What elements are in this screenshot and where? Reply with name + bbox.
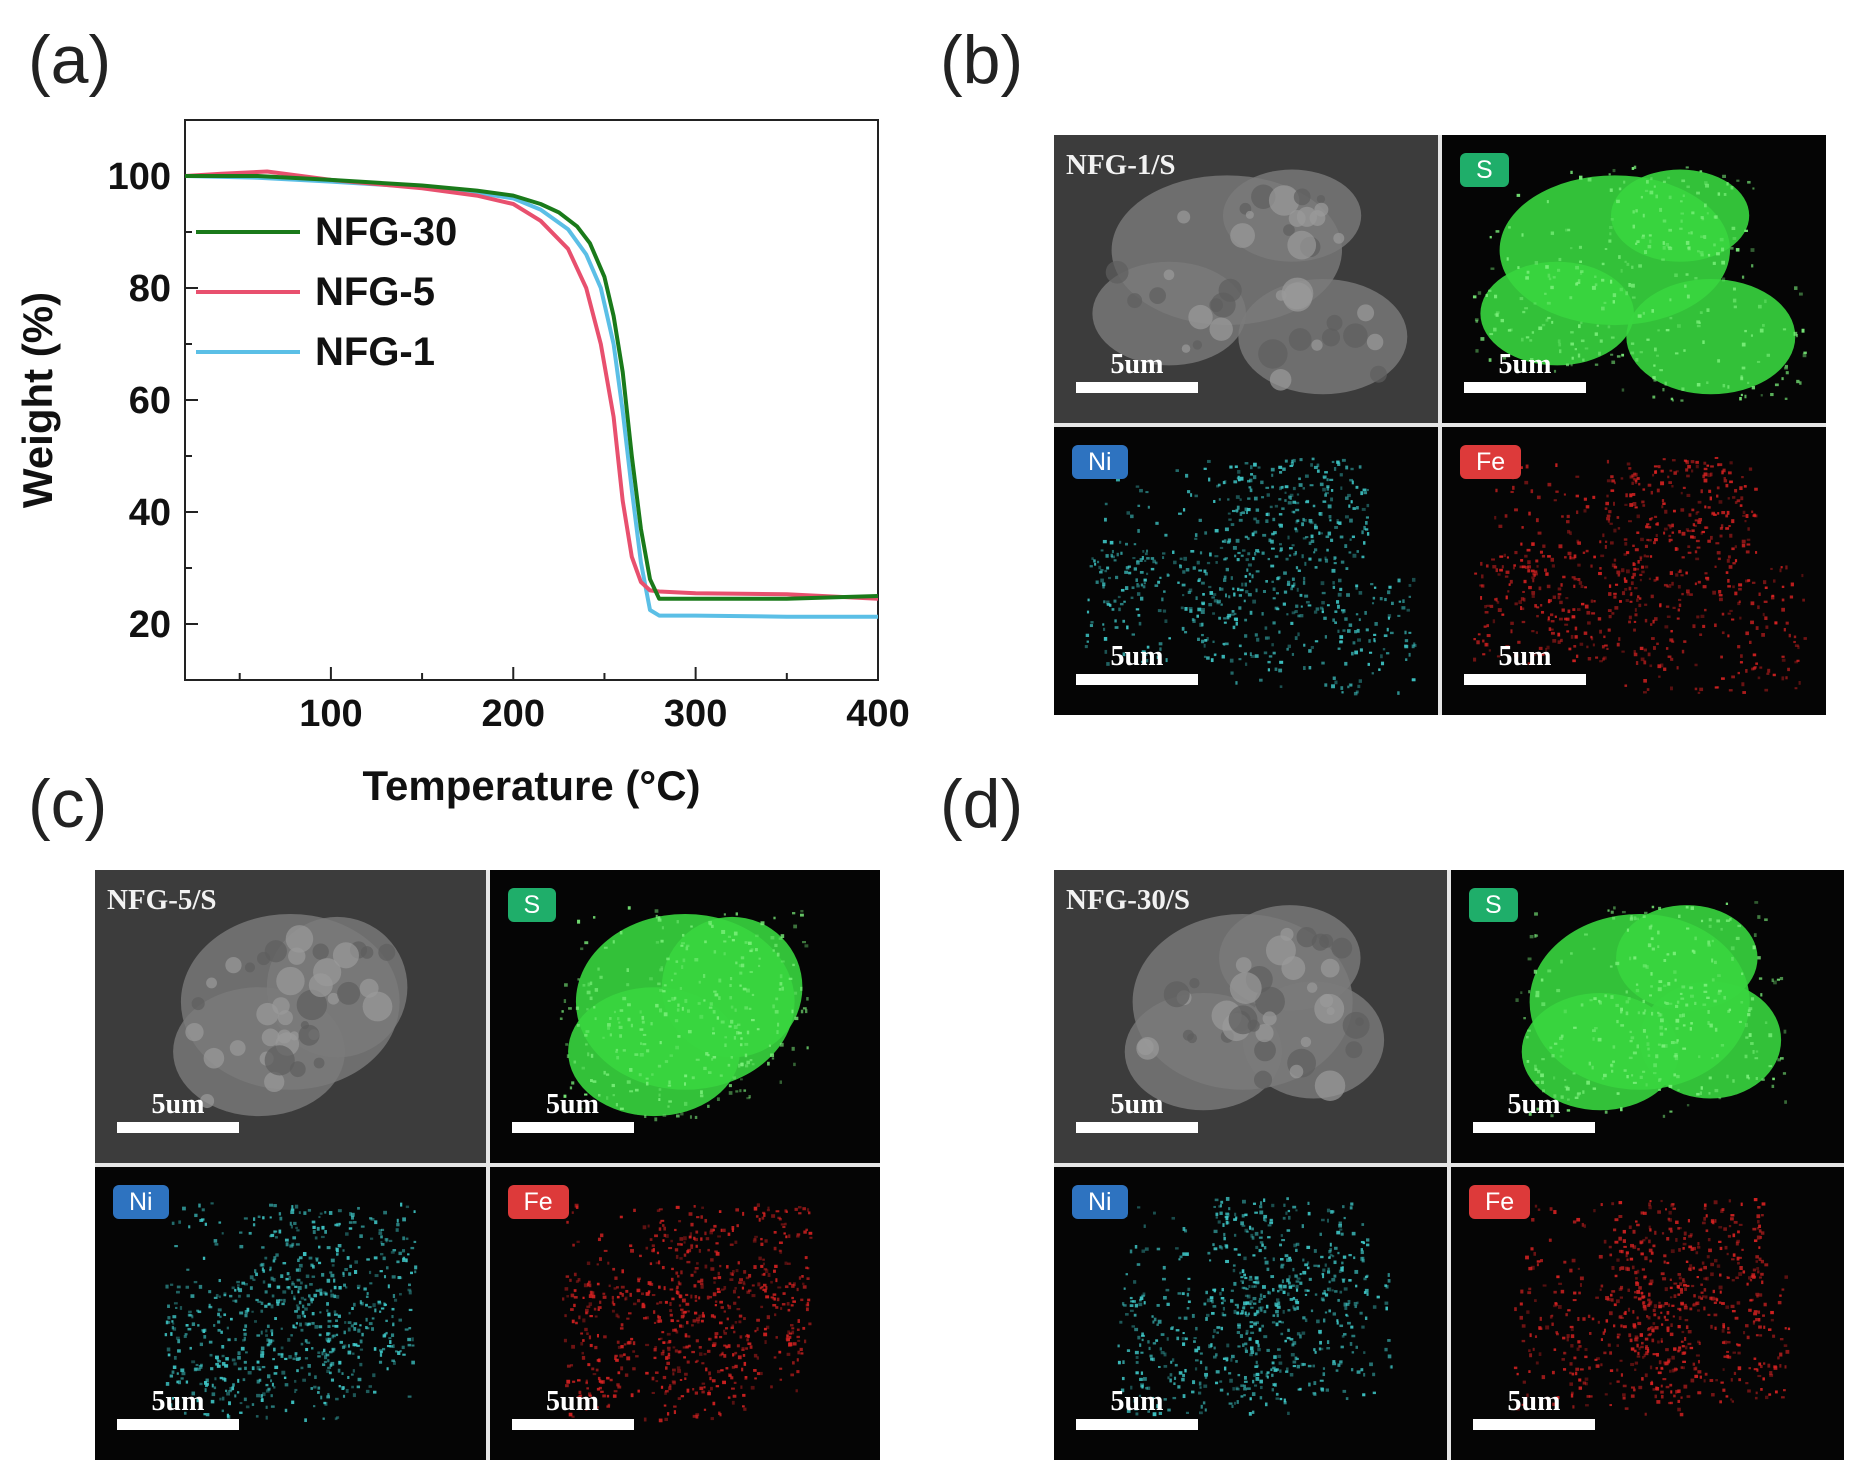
panel-label-d: (d)	[940, 766, 1024, 842]
sem-tile-b-sem: NFG-1/S 5um	[1054, 135, 1438, 423]
scale-bar-label: 5um	[1507, 1386, 1561, 1417]
sem-tile-c-s: S 5um	[489, 870, 880, 1163]
scale-bar-line	[117, 1419, 239, 1430]
element-badge-fe: Fe	[1460, 445, 1522, 479]
x-tick-label: 300	[664, 693, 727, 735]
legend-label-nfg-5: NFG-5	[315, 270, 435, 314]
scale-bar: 5um	[1464, 642, 1586, 685]
legend-label-nfg-30: NFG-30	[315, 210, 457, 254]
legend-label-nfg-1: NFG-1	[315, 330, 435, 374]
scale-bar-line	[511, 1122, 634, 1133]
sem-image	[1515, 901, 1787, 1118]
panel-label-a: (a)	[28, 22, 112, 98]
scale-bar-line	[1464, 382, 1586, 393]
sem-panel-c: NFG-5/S 5um S 5um Ni 5um Fe 5um	[95, 870, 880, 1460]
sem-tile-d-ni: Ni 5um	[1054, 1167, 1447, 1460]
scale-bar-label: 5um	[1110, 1386, 1164, 1417]
scale-bar: 5um	[117, 1090, 239, 1133]
scale-bar: 5um	[1076, 642, 1198, 685]
scale-bar-label: 5um	[1110, 1089, 1164, 1120]
scale-bar-line	[1473, 1419, 1595, 1430]
sem-image	[559, 906, 809, 1122]
element-badge-s: S	[507, 888, 557, 922]
element-badge-s: S	[1460, 153, 1509, 187]
x-tick-label: 100	[299, 693, 362, 735]
y-tick-label: 40	[129, 492, 171, 534]
scale-bar: 5um	[1076, 1090, 1198, 1133]
element-badge-s: S	[1469, 888, 1518, 922]
element-badge-ni: Ni	[1072, 445, 1128, 479]
scale-bar-label: 5um	[1110, 349, 1164, 380]
scale-bar-line	[1473, 1122, 1595, 1133]
sem-image	[1513, 1198, 1791, 1417]
sem-tile-c-sem: NFG-5/S 5um	[95, 870, 486, 1163]
scale-bar: 5um	[511, 1386, 634, 1430]
sem-image	[1472, 165, 1807, 402]
scale-bar: 5um	[117, 1387, 239, 1430]
scale-bar-label: 5um	[546, 1386, 599, 1417]
scale-bar-label: 5um	[151, 1386, 205, 1417]
scale-bar: 5um	[1473, 1387, 1595, 1430]
scale-bar-line	[511, 1419, 634, 1430]
x-tick-label: 200	[482, 693, 545, 735]
sem-image	[1124, 905, 1385, 1111]
element-badge-ni: Ni	[113, 1185, 169, 1219]
series-line-nfg-1	[184, 174, 878, 619]
sample-label: NFG-30/S	[1066, 884, 1191, 916]
sem-tile-b-s: S 5um	[1442, 135, 1826, 423]
element-badge-ni: Ni	[1072, 1185, 1128, 1219]
y-tick-label: 20	[129, 604, 171, 646]
panel-label-b: (b)	[940, 22, 1024, 98]
sem-image	[1473, 456, 1807, 694]
scale-bar-label: 5um	[1110, 641, 1164, 672]
x-tick-label: 400	[846, 693, 909, 735]
panel-label-c: (c)	[28, 766, 108, 842]
sample-label: NFG-1/S	[1066, 149, 1176, 181]
series-line-nfg-30	[185, 174, 879, 601]
sample-label: NFG-5/S	[107, 884, 217, 916]
scale-bar-line	[117, 1122, 239, 1133]
sem-panel-b: NFG-1/S 5um S 5um Ni 5um Fe 5um	[1054, 135, 1826, 715]
scale-bar: 5um	[1076, 1387, 1198, 1430]
sem-tile-d-fe: Fe 5um	[1451, 1167, 1844, 1460]
y-tick-label: 80	[129, 268, 171, 310]
y-tick-label: 60	[129, 380, 171, 422]
scale-bar-line	[1076, 1419, 1198, 1430]
sem-image	[561, 1203, 812, 1423]
scale-bar: 5um	[1473, 1090, 1595, 1133]
scale-bar-line	[1076, 1122, 1198, 1133]
y-tick-label: 100	[108, 156, 171, 198]
sem-panel-d: NFG-30/S 5um S 5um Ni 5um Fe 5um	[1054, 870, 1844, 1460]
x-axis-title: Temperature (°C)	[362, 762, 700, 809]
scale-bar: 5um	[511, 1089, 634, 1133]
sem-image	[173, 913, 408, 1117]
scale-bar-label: 5um	[1507, 1089, 1561, 1120]
element-badge-fe: Fe	[1469, 1185, 1531, 1219]
sem-image	[164, 1202, 418, 1423]
scale-bar-line	[1076, 674, 1198, 685]
sem-tile-b-ni: Ni 5um	[1054, 427, 1438, 715]
scale-bar-label: 5um	[1498, 641, 1552, 672]
scale-bar-label: 5um	[1498, 349, 1552, 380]
scale-bar-label: 5um	[151, 1089, 205, 1120]
sem-tile-c-ni: Ni 5um	[95, 1167, 486, 1460]
sem-tile-d-s: S 5um	[1451, 870, 1844, 1163]
sem-image	[1084, 457, 1417, 696]
scale-bar-line	[1464, 674, 1586, 685]
sem-tile-d-sem: NFG-30/S 5um	[1054, 870, 1447, 1163]
sem-image	[1117, 1196, 1393, 1417]
sem-image	[1092, 169, 1408, 395]
scale-bar-label: 5um	[546, 1089, 599, 1120]
sem-tile-b-fe: Fe 5um	[1442, 427, 1826, 715]
series-line-nfg-5	[184, 169, 879, 601]
element-badge-fe: Fe	[507, 1185, 569, 1219]
y-axis-title: Weight (%)	[14, 292, 61, 508]
scale-bar: 5um	[1076, 350, 1198, 393]
scale-bar-line	[1076, 382, 1198, 393]
sem-tile-c-fe: Fe 5um	[489, 1167, 880, 1460]
scale-bar: 5um	[1464, 350, 1586, 393]
